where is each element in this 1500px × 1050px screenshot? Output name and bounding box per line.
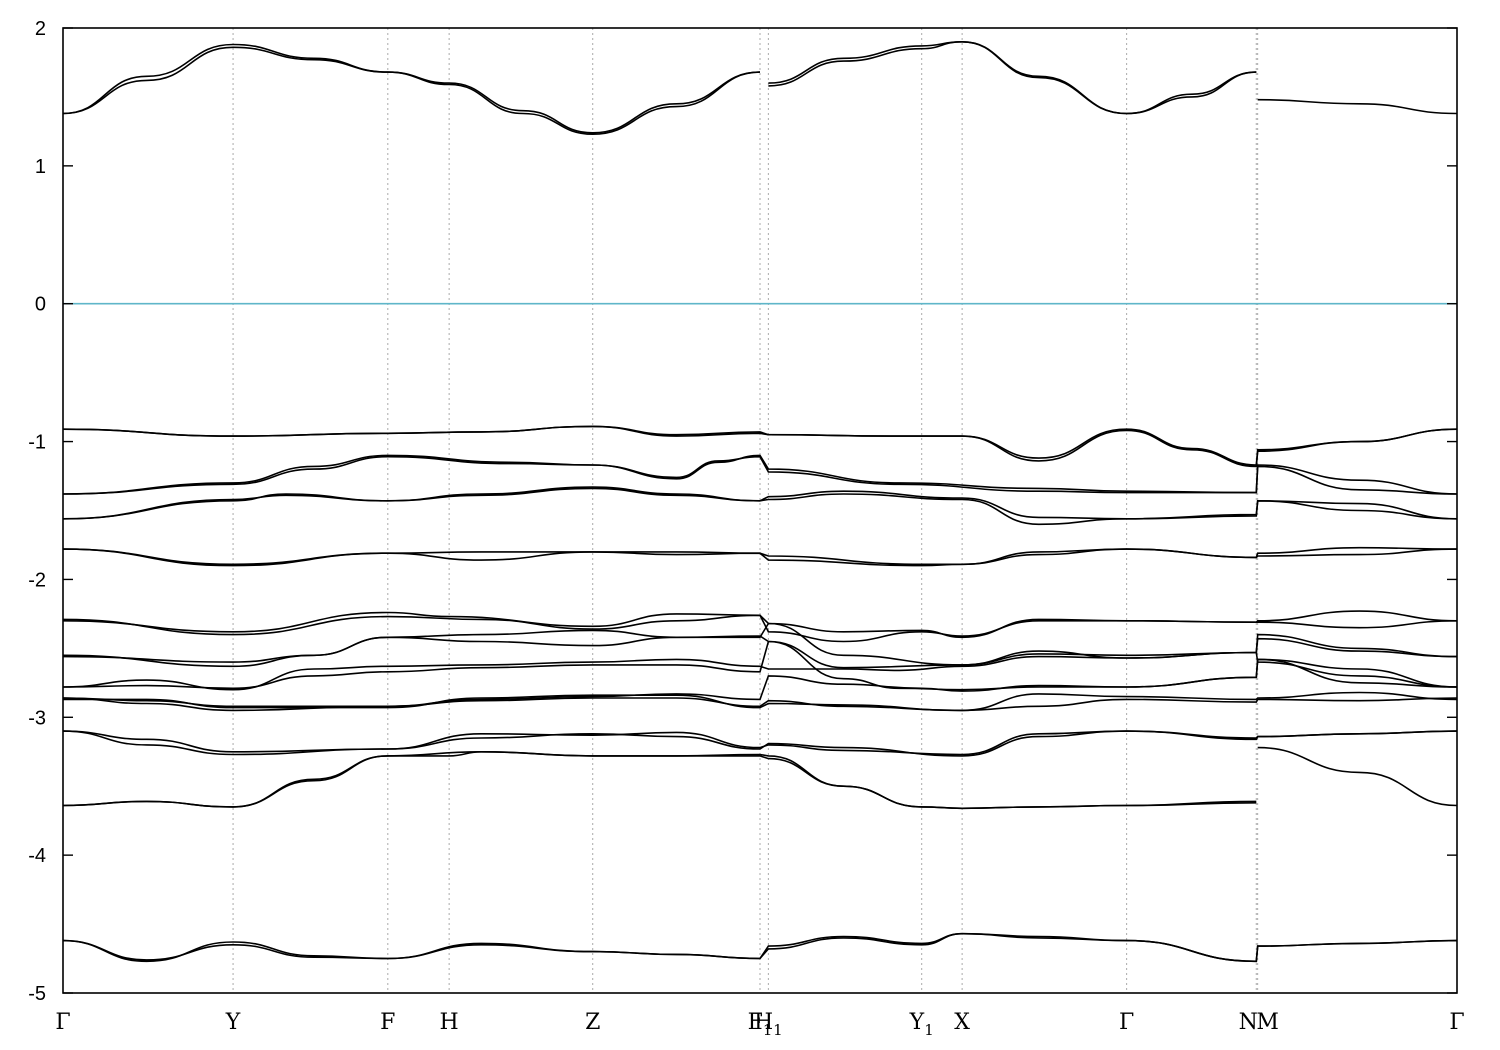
kpoint-label-5: F1 (748, 1010, 773, 1039)
kpoint-label-11: M (1256, 1010, 1279, 1035)
band-series-17 (62, 651, 1458, 691)
band-series-10 (62, 487, 1458, 526)
band-series-24 (62, 750, 1257, 810)
band-series-19 (62, 658, 1458, 708)
band-series-28 (62, 932, 1458, 963)
kpoint-label-0: Γ (55, 1010, 70, 1035)
kpoint-label-12: Γ (1449, 1010, 1464, 1035)
y-axis-ticks: 2 1 0 -1 -2 -3 -4 -5 (28, 18, 1457, 1005)
y-tick-label-3: -1 (28, 432, 46, 454)
kpoint-label-9: Γ (1119, 1010, 1134, 1035)
kpoint-label-4: Z (585, 1010, 600, 1035)
band-series-20 (63, 691, 1458, 712)
grid-lines (232, 28, 1259, 993)
band-series-3 (768, 40, 1257, 115)
band-series-9 (62, 486, 1458, 520)
band-lines (62, 40, 1458, 963)
kpoint-label-10: N (1239, 1010, 1258, 1035)
kpoint-label-3: H (440, 1010, 459, 1035)
y-tick-label-2: 0 (35, 294, 46, 316)
band-series-4 (1257, 98, 1458, 115)
y-tick-label-1: 1 (35, 156, 46, 178)
band-series-12 (62, 546, 1458, 567)
band-series-26 (1257, 746, 1458, 807)
band-series-21 (62, 697, 1458, 712)
band-series-6 (62, 425, 1458, 468)
plot-frame (62, 27, 1458, 994)
band-series-0 (62, 43, 761, 134)
band-series-22 (62, 730, 1458, 757)
band-series-8 (62, 455, 1458, 495)
band-series-14 (62, 611, 1458, 643)
y-tick-label-4: -2 (28, 569, 46, 591)
kpoint-label-7: Y1 (909, 1010, 934, 1039)
band-series-25 (62, 750, 1257, 810)
kpoint-label-2: F (380, 1010, 395, 1035)
y-tick-label-5: -3 (28, 707, 46, 729)
band-series-23 (62, 730, 1458, 756)
kpoint-label-6: H1 (754, 1010, 783, 1039)
band-series-2 (768, 40, 1257, 115)
y-tick-label-0: 2 (35, 18, 46, 40)
plot-border (62, 27, 1458, 994)
band-series-1 (62, 46, 761, 136)
kpoint-label-8: X (954, 1010, 970, 1035)
kpoint-label-1: Y (225, 1010, 241, 1035)
y-tick-label-6: -4 (28, 845, 46, 867)
y-tick-label-7: -5 (28, 983, 46, 1005)
